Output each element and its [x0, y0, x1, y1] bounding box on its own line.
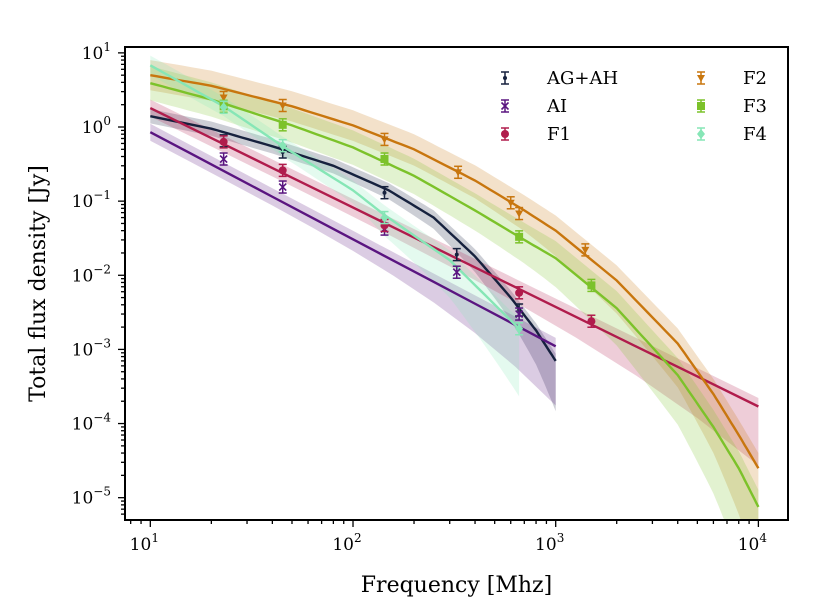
- legend-label: F1: [547, 124, 571, 145]
- data-point-f3-3: [515, 230, 524, 244]
- fit-line-ag-ah: [150, 115, 557, 362]
- data-point-ai-0: [219, 152, 228, 166]
- fit-line-ai: [149, 131, 557, 348]
- legend: AG+AH AI F1 F2 F3 F4: [500, 68, 767, 145]
- data-point-f2-2: [380, 132, 389, 147]
- data-point-ag-ah-3: [452, 247, 461, 262]
- x-tick-label: 104: [738, 531, 768, 555]
- legend-label: AG+AH: [546, 68, 618, 89]
- data-point-f2-1: [278, 98, 287, 113]
- y-tick-label: 10−4: [72, 411, 112, 435]
- legend-label: F4: [743, 124, 767, 145]
- y-tick-label: 101: [82, 40, 111, 64]
- x-tick-label: 102: [332, 531, 361, 555]
- x-axis-label: Frequency [Mhz]: [361, 573, 552, 598]
- uncertainty-bands: [150, 55, 759, 521]
- data-point-f1-1: [278, 163, 287, 178]
- y-tick-label: 10−2: [72, 262, 111, 286]
- band-f2: [150, 60, 759, 520]
- data-point-f4-0: [219, 100, 228, 114]
- band-f1: [150, 99, 759, 520]
- y-tick-label: 10−5: [72, 485, 111, 509]
- data-point-f3-1: [278, 118, 287, 132]
- data-point-f1-4: [587, 314, 596, 328]
- data-point-f2-5: [515, 206, 524, 221]
- data-point-f1-0: [219, 135, 228, 149]
- data-point-f4-2: [380, 210, 389, 225]
- legend-label: F3: [743, 96, 767, 117]
- y-tick-label: 10−1: [72, 188, 111, 212]
- data-point-f3-4: [587, 278, 596, 293]
- legend-entry-f3: F3: [697, 96, 767, 117]
- legend-entry-f4: F4: [697, 124, 767, 145]
- data-point-ai-4: [515, 307, 524, 321]
- legend-label: F2: [743, 68, 767, 89]
- fit-line-f2: [150, 74, 760, 469]
- band-f3: [150, 66, 759, 520]
- data-point-f2-6: [581, 243, 590, 257]
- fit-lines: [149, 64, 760, 508]
- plot-frame: [124, 46, 789, 521]
- legend-entry-ag-ah: AG+AH: [501, 68, 618, 89]
- legend-entry-f1: F1: [501, 124, 571, 145]
- data-point-ai-3: [452, 265, 461, 279]
- data-point-f2-3: [454, 165, 463, 180]
- data-point-ai-1: [278, 180, 287, 194]
- data-point-f2-4: [506, 196, 515, 210]
- band-ai: [150, 123, 556, 521]
- y-axis-label: Total flux density [Jy]: [26, 165, 51, 402]
- data-point-f1-3: [515, 286, 524, 300]
- data-point-f4-3: [515, 321, 524, 336]
- fit-line-f3: [149, 82, 760, 508]
- legend-entry-ai: AI: [500, 96, 567, 117]
- x-tick-label: 101: [130, 531, 159, 555]
- legend-label: AI: [546, 96, 567, 117]
- data-point-ag-ah-2: [380, 185, 389, 200]
- y-tick-label: 100: [82, 114, 111, 138]
- axis-ticks: 101 102 103 104 101 100 10−1 10−2 10−3 10−4 10−5: [72, 40, 768, 555]
- y-tick-label: 10−3: [72, 336, 111, 360]
- data-point-f4-1: [278, 138, 287, 153]
- data-point-f3-2: [380, 152, 389, 166]
- legend-entry-f2: F2: [697, 68, 767, 89]
- data-markers: [219, 90, 596, 336]
- fit-line-f1: [149, 107, 759, 408]
- x-tick-label: 103: [535, 531, 564, 555]
